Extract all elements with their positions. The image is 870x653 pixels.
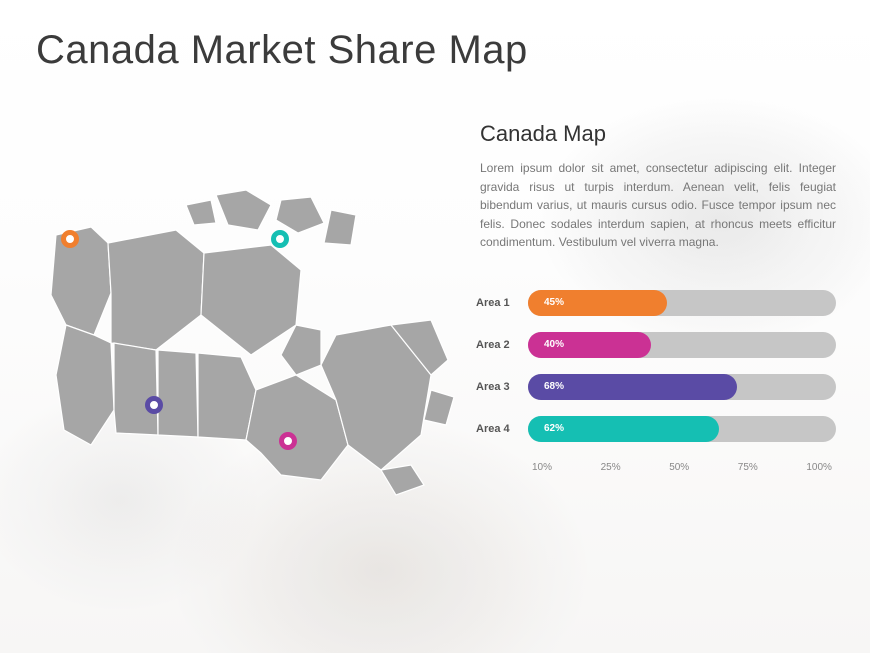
map-column (36, 91, 456, 618)
pin-layer (36, 175, 456, 535)
axis-tick: 100% (806, 462, 832, 473)
bar-chart: Area 145% Area 240% Area 368% Area 462% 10%… (476, 290, 836, 473)
axis-tick: 25% (601, 462, 621, 473)
slide: Canada Market Share Map (0, 0, 870, 653)
axis-tick: 50% (669, 462, 689, 473)
content-row: Canada Map Lorem ipsum dolor sit amet, c… (36, 91, 834, 618)
description-paragraph: Lorem ipsum dolor sit amet, consectetur … (480, 159, 836, 252)
bar-row: Area 462% (476, 416, 836, 442)
bar-value: 68% (528, 381, 564, 392)
bar-row: Area 240% (476, 332, 836, 358)
x-axis: 10% 25% 50% 75% 100% (528, 458, 836, 473)
bar-label: Area 2 (476, 339, 528, 351)
page-title: Canada Market Share Map (36, 28, 834, 73)
pin-area-3 (145, 396, 163, 414)
bar-track: 62% (528, 416, 836, 442)
bar-label: Area 4 (476, 423, 528, 435)
bar-fill: 45% (528, 290, 667, 316)
bar-fill: 62% (528, 416, 719, 442)
bar-row: Area 368% (476, 374, 836, 400)
pin-area-4 (271, 230, 289, 248)
axis-tick: 10% (532, 462, 552, 473)
pin-area-2 (279, 432, 297, 450)
bar-track: 68% (528, 374, 836, 400)
axis-tick: 75% (738, 462, 758, 473)
bar-value: 62% (528, 423, 564, 434)
pin-area-1 (61, 230, 79, 248)
bar-row: Area 145% (476, 290, 836, 316)
bar-fill: 68% (528, 374, 737, 400)
bar-track: 45% (528, 290, 836, 316)
bar-label: Area 1 (476, 297, 528, 309)
bar-value: 40% (528, 339, 564, 350)
bar-value: 45% (528, 297, 564, 308)
subheading: Canada Map (480, 121, 836, 147)
bar-track: 40% (528, 332, 836, 358)
bar-label: Area 3 (476, 381, 528, 393)
bar-fill: 40% (528, 332, 651, 358)
right-column: Canada Map Lorem ipsum dolor sit amet, c… (480, 91, 836, 618)
